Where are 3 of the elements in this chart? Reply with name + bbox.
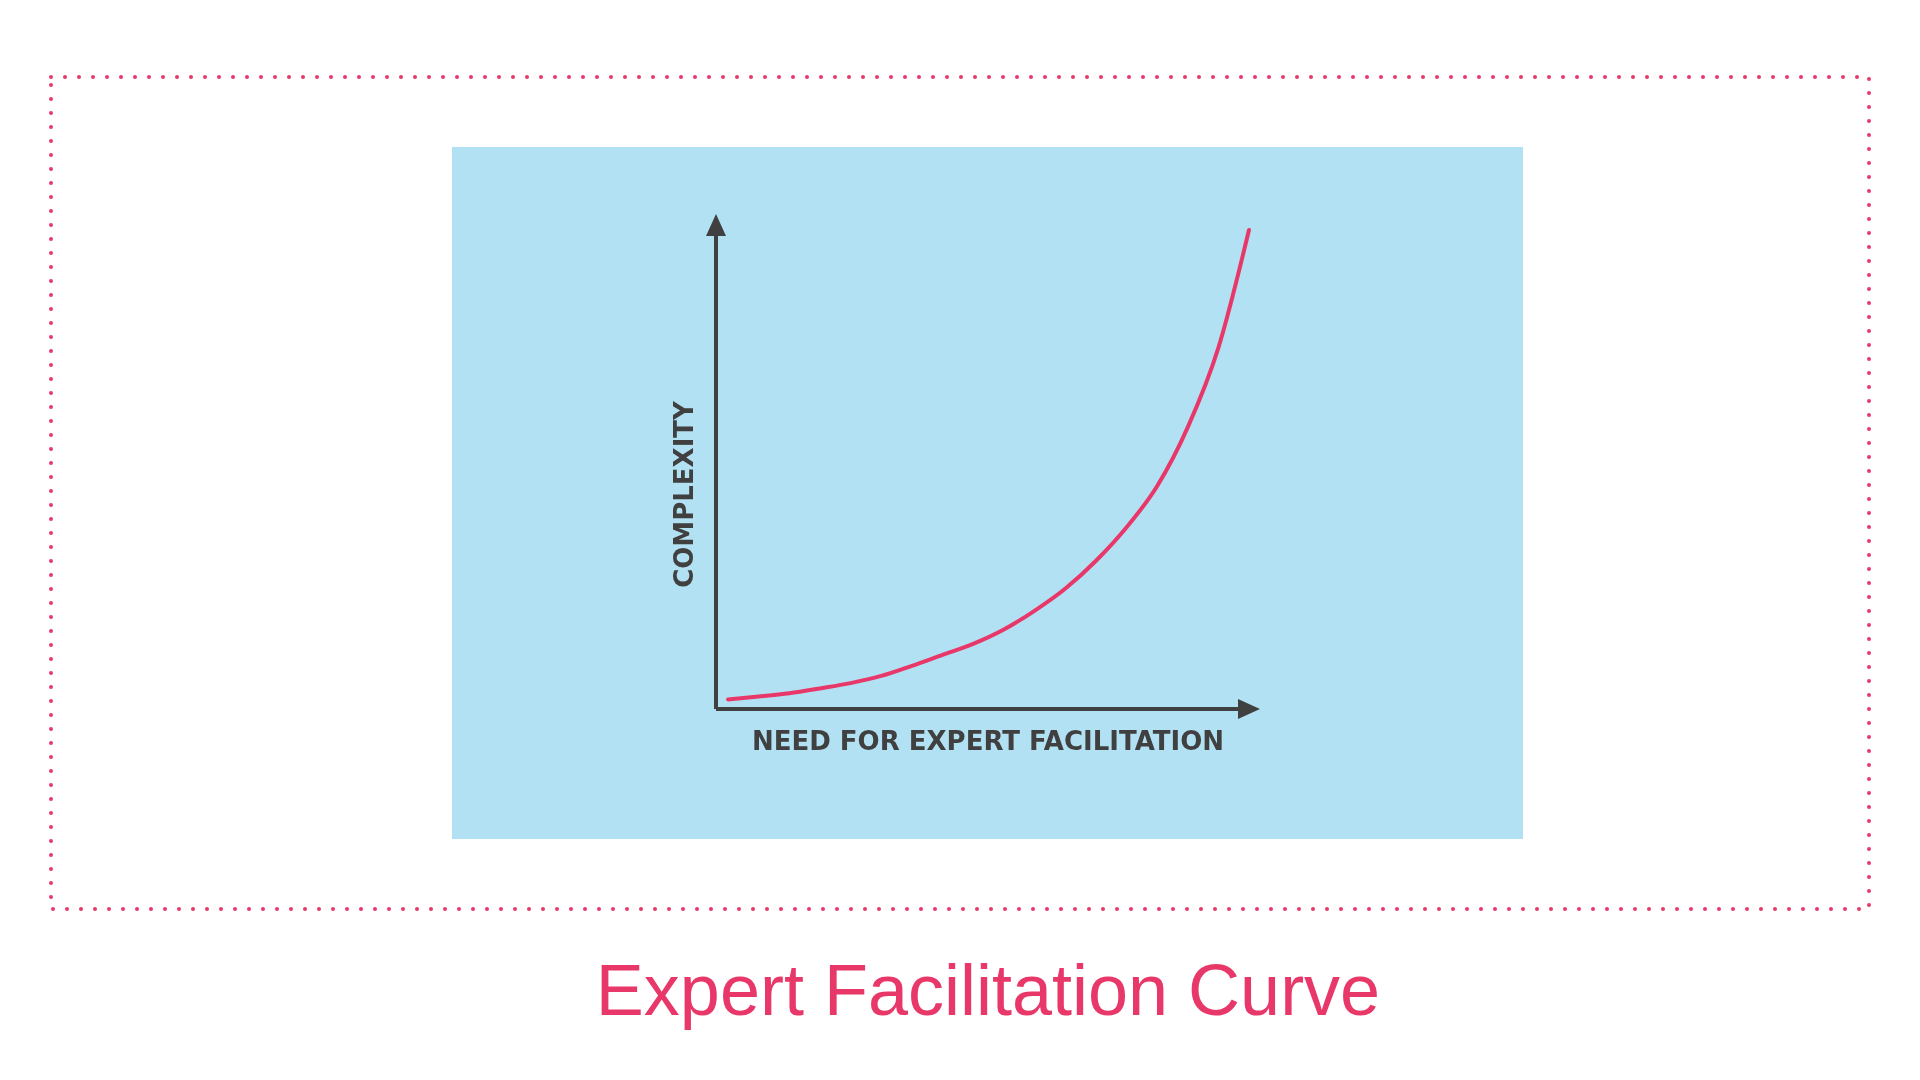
y-axis-title: COMPLEXITY [669,399,699,588]
x-axis-title: NEED FOR EXPERT FACILITATION [751,726,1225,756]
text: Expert Facilitation Curve [595,950,1381,1030]
